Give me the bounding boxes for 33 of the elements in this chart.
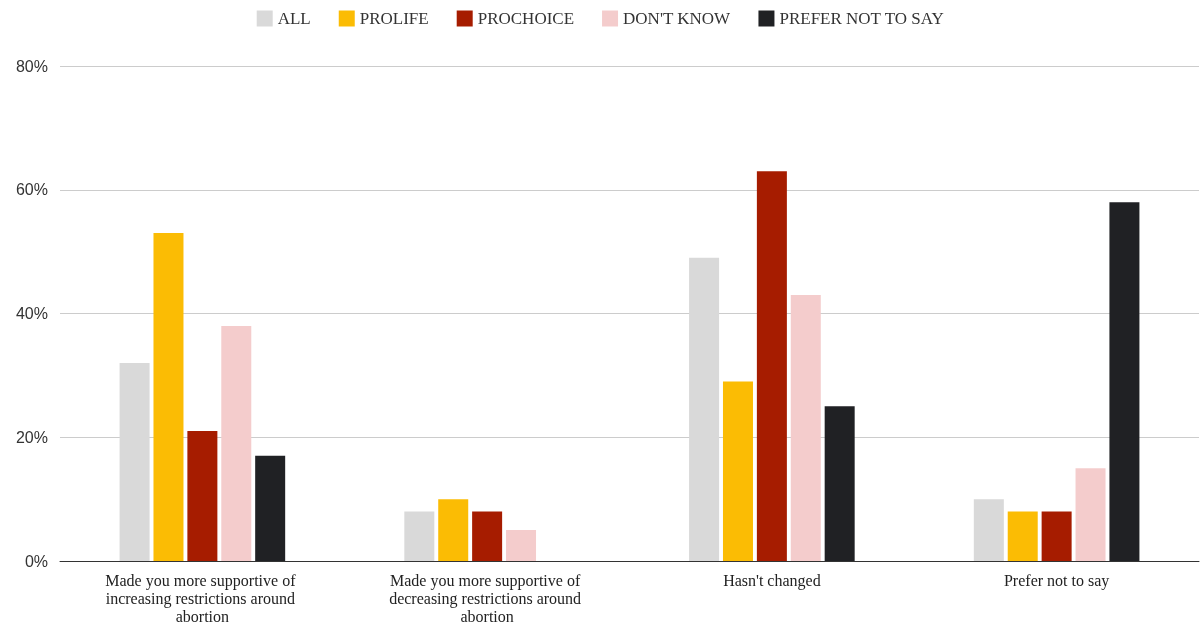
y-tick-label: 40% <box>15 305 48 322</box>
x-tick-label: Made you more supportive of decreasing restrictions around abortion <box>389 571 586 625</box>
bar <box>506 530 537 561</box>
bar <box>438 499 469 561</box>
bar <box>404 511 435 561</box>
bar <box>1041 511 1072 561</box>
bar <box>973 499 1004 561</box>
bar <box>1007 511 1038 561</box>
bar <box>153 233 184 561</box>
legend-label: PREFER NOT TO SAY <box>779 9 944 28</box>
bar <box>255 455 286 561</box>
legend-label: PROLIFE <box>359 9 429 28</box>
bar <box>187 431 218 561</box>
bar <box>824 406 855 561</box>
bar <box>756 171 787 561</box>
bar <box>221 325 252 561</box>
x-tick-label: Hasn't changed <box>723 571 821 590</box>
y-tick-label: 0% <box>24 552 48 570</box>
bar <box>119 363 150 561</box>
legend-label: DON'T KNOW <box>623 9 732 28</box>
x-tick-label: Prefer not to say <box>1003 571 1110 590</box>
bar <box>1109 202 1140 561</box>
bar <box>790 294 821 561</box>
x-tick-label: Made you more supportive of increasing restrictions around abortion <box>105 571 300 625</box>
bar <box>472 511 503 561</box>
bar <box>722 381 753 561</box>
bar <box>1075 468 1106 561</box>
y-tick-label: 80% <box>15 57 48 75</box>
legend-label: ALL <box>277 9 311 28</box>
legend-label: PROCHOICE <box>477 9 575 28</box>
y-tick-label: 20% <box>15 428 48 446</box>
y-tick-label: 60% <box>15 181 48 199</box>
bar <box>689 257 720 561</box>
